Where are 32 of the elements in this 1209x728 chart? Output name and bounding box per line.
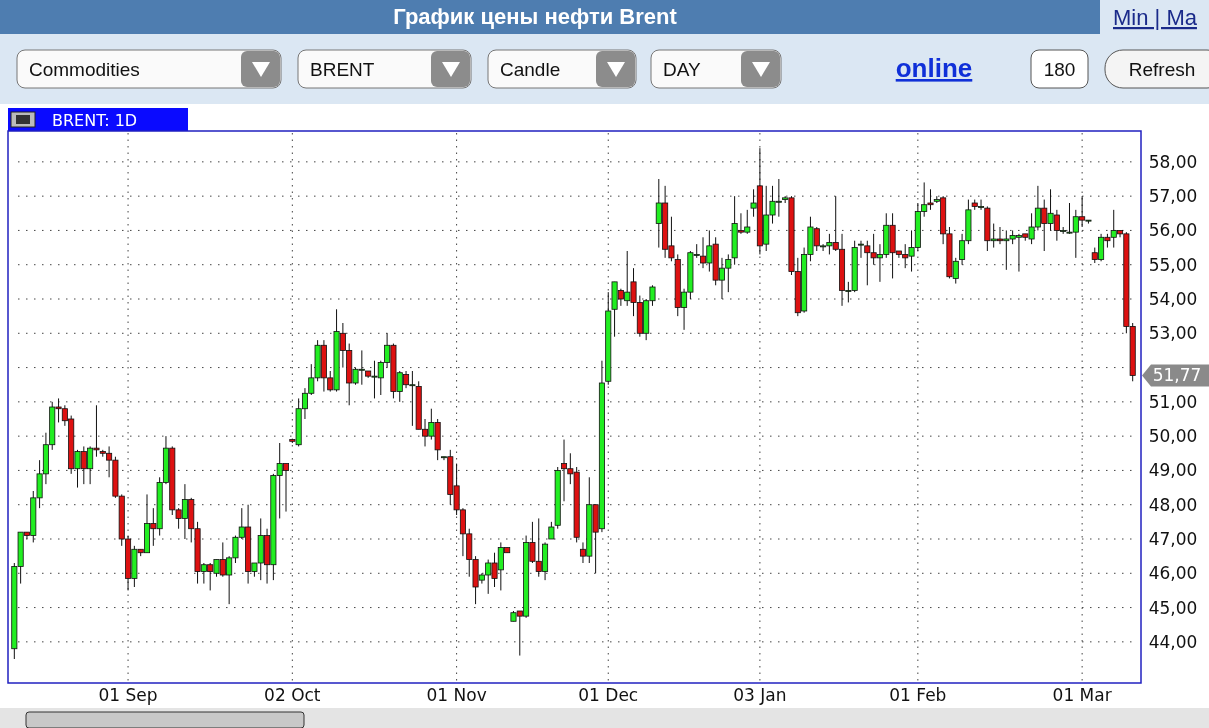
x-tick-label: 01 Dec [578,685,639,705]
y-tick-label: 45,00 [1148,597,1198,618]
y-tick-label: 51,00 [1148,391,1198,412]
text: Candle [500,59,561,80]
y-tick-label: 54,00 [1148,289,1198,309]
x-tick-label: 03 Jan [733,685,787,705]
y-tick-label: 46,00 [1148,563,1198,584]
text: BRENT [310,59,375,80]
text: Commodities [29,59,140,80]
y-tick-label: 49,00 [1148,460,1198,481]
y-tick-label: 53,00 [1148,323,1198,344]
text: DAY [663,59,701,80]
y-tick-label: 56,00 [1148,220,1198,241]
y-tick-label: 44,00 [1148,631,1198,652]
y-tick-label: 55,00 [1148,254,1198,275]
x-tick-label: 01 Feb [889,685,947,705]
y-tick-label: 50,00 [1148,426,1198,447]
text: Min | Ma [1113,5,1198,30]
chart-title: График цены нефти Brent [393,4,678,29]
x-tick-label: 01 Mar [1052,685,1112,705]
text: BRENT: 1D [52,111,138,130]
text: online [895,53,973,83]
y-tick-label: 57,00 [1148,186,1198,207]
y-tick-label: 48,00 [1148,494,1198,515]
x-tick-label: 02 Oct [264,685,321,705]
y-tick-label: 47,00 [1148,529,1198,549]
text: 180 [1043,59,1076,80]
y-tick-label: 58,00 [1148,151,1198,172]
text: Refresh [1128,59,1196,80]
x-tick-label: 01 Sep [98,685,158,705]
x-tick-label: 01 Nov [426,685,487,705]
text: 51,77 [1152,365,1202,386]
